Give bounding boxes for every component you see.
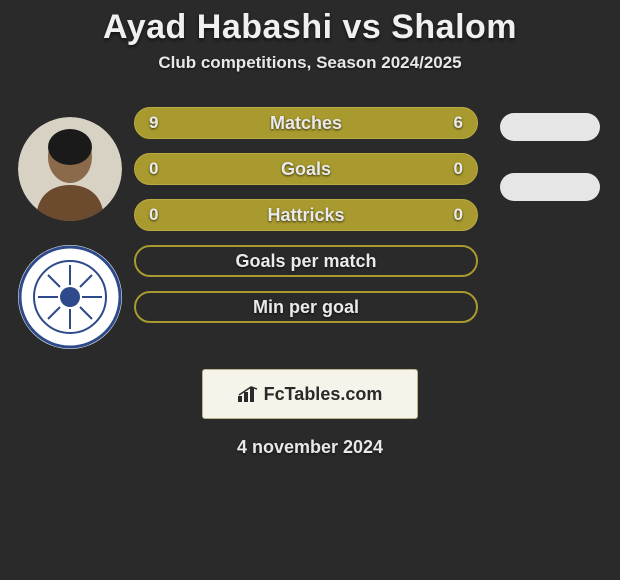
badge-icon [18,245,122,349]
stat-value-right: 6 [454,113,463,133]
stat-label: Goals [135,159,477,180]
stat-value-right: 0 [454,159,463,179]
page-title: Ayad Habashi vs Shalom [0,8,620,47]
player-avatar [18,117,122,221]
ratio-pill [500,173,600,201]
stat-label: Goals per match [136,251,476,272]
stat-bar: Goals0 0 [134,153,478,185]
brand-box[interactable]: FcTables.com [202,369,418,419]
person-icon [18,117,122,221]
stat-value-left: 0 [149,205,158,225]
club-badge [18,245,122,349]
ratio-pill [500,113,600,141]
left-avatars [6,107,134,349]
date-text: 4 november 2024 [0,437,620,458]
stat-bar: Hattricks0 0 [134,199,478,231]
stat-value-right: 0 [454,205,463,225]
stat-bar: Min per goal [134,291,478,323]
stat-bar: Goals per match [134,245,478,277]
stat-label: Min per goal [136,297,476,318]
right-pills [486,107,614,349]
chart-icon [238,386,258,402]
stats-bars: Matches96Goals00Hattricks00Goals per mat… [134,107,486,349]
page-subtitle: Club competitions, Season 2024/2025 [0,53,620,73]
stat-label: Matches [135,113,477,134]
stat-value-left: 9 [149,113,158,133]
brand-text: FcTables.com [264,384,383,405]
stat-bar: Matches9 6 [134,107,478,139]
stat-label: Hattricks [135,205,477,226]
stat-value-left: 0 [149,159,158,179]
